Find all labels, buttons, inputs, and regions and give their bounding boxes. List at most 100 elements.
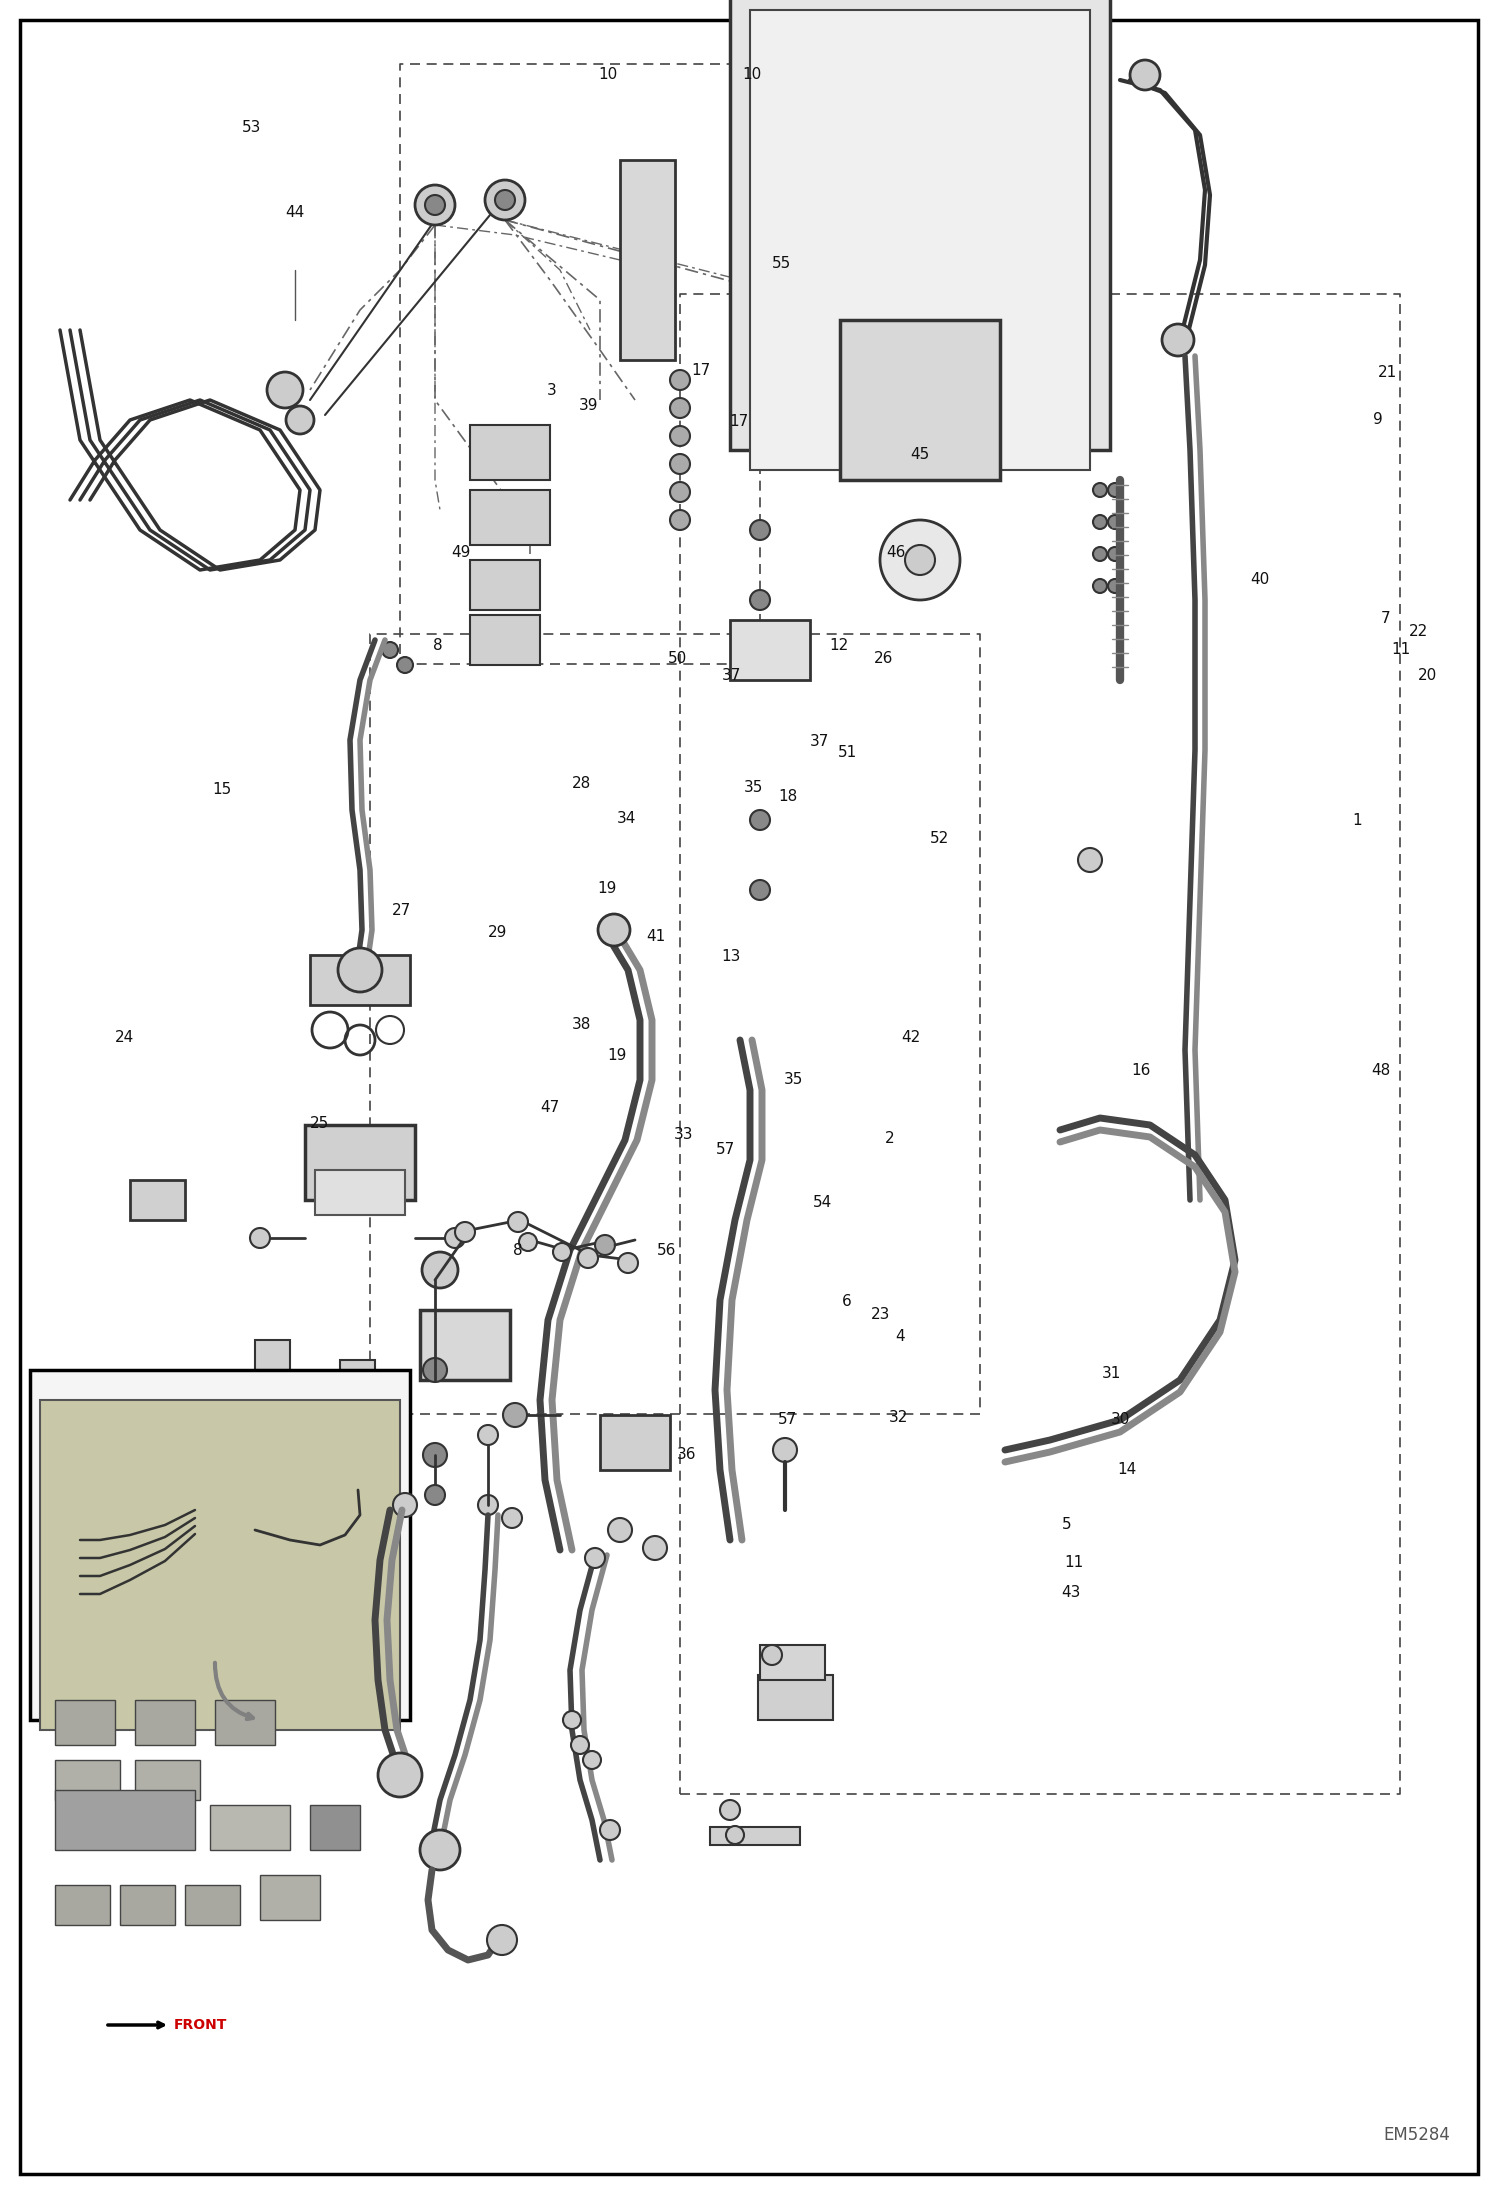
Circle shape	[905, 544, 935, 575]
Text: 16: 16	[1132, 1064, 1150, 1077]
Text: 43: 43	[1062, 1586, 1080, 1599]
Text: 18: 18	[779, 790, 797, 803]
Circle shape	[508, 1211, 527, 1233]
Text: 35: 35	[745, 781, 762, 794]
Text: 22: 22	[1410, 625, 1428, 638]
Text: 38: 38	[572, 1018, 590, 1031]
Circle shape	[762, 1646, 782, 1665]
Text: 21: 21	[1378, 366, 1396, 380]
Text: 52: 52	[930, 832, 948, 845]
Circle shape	[494, 191, 515, 211]
Text: 19: 19	[608, 1049, 626, 1062]
Circle shape	[553, 1244, 571, 1262]
Text: 27: 27	[392, 904, 410, 917]
Circle shape	[750, 520, 770, 540]
Circle shape	[595, 1235, 616, 1255]
Circle shape	[670, 454, 691, 474]
Bar	[255, 1341, 291, 1369]
Circle shape	[377, 1753, 422, 1797]
Text: 46: 46	[887, 546, 905, 559]
Circle shape	[1162, 325, 1194, 355]
Text: 11: 11	[1392, 643, 1410, 656]
Bar	[310, 1806, 360, 1850]
Text: 37: 37	[722, 669, 740, 682]
Text: 48: 48	[1372, 1064, 1390, 1077]
Circle shape	[1109, 516, 1122, 529]
Text: 50: 50	[668, 652, 686, 665]
Text: 25: 25	[310, 1117, 328, 1130]
Bar	[710, 1828, 800, 1845]
Circle shape	[670, 483, 691, 502]
Bar	[55, 1700, 115, 1744]
Text: 15: 15	[213, 783, 231, 796]
Text: 34: 34	[617, 812, 635, 825]
Text: 57: 57	[779, 1413, 797, 1426]
Circle shape	[601, 1821, 620, 1841]
Text: 33: 33	[673, 1128, 694, 1141]
Circle shape	[563, 1711, 581, 1729]
Circle shape	[583, 1751, 601, 1768]
Bar	[30, 1369, 410, 1720]
Circle shape	[1094, 579, 1107, 592]
Circle shape	[267, 373, 303, 408]
Bar	[201, 1411, 255, 1490]
Circle shape	[586, 1549, 605, 1569]
Circle shape	[1129, 59, 1159, 90]
Text: 54: 54	[813, 1196, 831, 1209]
Bar	[419, 1310, 509, 1380]
Circle shape	[670, 509, 691, 531]
Bar	[620, 160, 676, 360]
Circle shape	[670, 371, 691, 391]
Text: 8: 8	[433, 638, 442, 652]
Text: 7: 7	[1381, 612, 1390, 625]
Text: 53: 53	[243, 121, 261, 134]
Bar	[758, 1674, 833, 1720]
Bar	[470, 426, 550, 480]
Text: 17: 17	[692, 364, 710, 377]
Text: 11: 11	[1065, 1556, 1083, 1569]
Bar	[306, 1126, 415, 1200]
Bar	[730, 0, 1110, 450]
Circle shape	[425, 195, 445, 215]
Circle shape	[1094, 483, 1107, 498]
Circle shape	[455, 1222, 475, 1242]
Text: 49: 49	[452, 546, 470, 559]
Text: 10: 10	[599, 68, 617, 81]
Text: 45: 45	[911, 448, 929, 461]
Text: 19: 19	[598, 882, 616, 895]
Bar	[759, 1646, 825, 1681]
Text: 6: 6	[842, 1294, 851, 1308]
Circle shape	[518, 1233, 536, 1251]
Bar	[135, 1760, 201, 1799]
Circle shape	[487, 1924, 517, 1955]
Circle shape	[503, 1402, 527, 1426]
Bar	[470, 559, 539, 610]
Text: 36: 36	[676, 1448, 697, 1461]
Text: 40: 40	[1251, 573, 1269, 586]
Text: 47: 47	[541, 1101, 559, 1115]
Bar	[55, 1790, 195, 1850]
Text: 20: 20	[1419, 669, 1437, 682]
Text: 2: 2	[885, 1132, 894, 1145]
Bar	[840, 320, 1001, 480]
Text: 14: 14	[1118, 1463, 1135, 1477]
Text: 23: 23	[872, 1308, 890, 1321]
Text: 4: 4	[896, 1330, 905, 1343]
Text: 8: 8	[514, 1244, 523, 1257]
Text: 44: 44	[286, 206, 304, 219]
Circle shape	[598, 915, 631, 946]
Bar	[470, 489, 550, 544]
Bar	[470, 614, 539, 665]
Bar	[210, 1806, 291, 1850]
Text: 26: 26	[875, 652, 893, 665]
Circle shape	[392, 1492, 416, 1516]
Text: 35: 35	[785, 1073, 803, 1086]
Circle shape	[879, 520, 960, 599]
Circle shape	[425, 1485, 445, 1505]
Bar	[55, 1885, 109, 1924]
Circle shape	[286, 406, 315, 434]
Text: 1: 1	[1353, 814, 1362, 827]
Circle shape	[670, 426, 691, 445]
Text: 55: 55	[773, 257, 791, 270]
Text: 32: 32	[890, 1411, 908, 1424]
